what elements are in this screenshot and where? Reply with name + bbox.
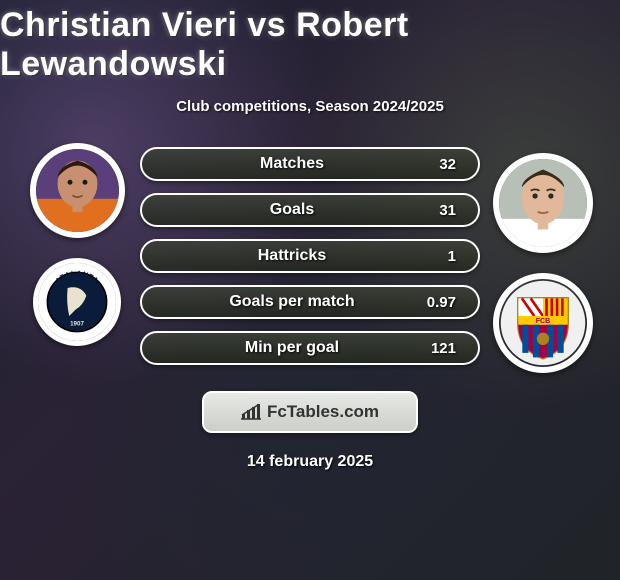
left-player-column: ATALANTA 1907 bbox=[22, 143, 132, 346]
stat-value: 32 bbox=[420, 156, 456, 173]
right-player-avatar bbox=[493, 153, 593, 253]
stat-label: Min per goal bbox=[164, 339, 420, 357]
right-player-column: FCB bbox=[488, 153, 598, 373]
stat-row-min-per-goal: Min per goal 121 bbox=[140, 331, 480, 365]
footer-brand-badge: FcTables.com bbox=[202, 391, 418, 433]
stat-row-hattricks: Hattricks 1 bbox=[140, 239, 480, 273]
left-player-avatar bbox=[30, 143, 125, 238]
player-face-icon bbox=[499, 159, 587, 247]
stat-value: 0.97 bbox=[420, 294, 456, 311]
page-title: Christian Vieri vs Robert Lewandowski bbox=[0, 6, 620, 84]
left-player-face bbox=[36, 149, 119, 232]
player-face-icon bbox=[36, 149, 119, 232]
stat-value: 1 bbox=[420, 248, 456, 265]
stat-value: 31 bbox=[420, 202, 456, 219]
footer-brand-text: FcTables.com bbox=[267, 402, 379, 422]
stat-value: 121 bbox=[420, 340, 456, 357]
comparison-row: ATALANTA 1907 Matches 32 Goals 31 Hattri… bbox=[0, 143, 620, 373]
right-club-crest: FCB bbox=[493, 273, 593, 373]
stats-column: Matches 32 Goals 31 Hattricks 1 Goals pe… bbox=[140, 147, 480, 365]
stat-row-matches: Matches 32 bbox=[140, 147, 480, 181]
barcelona-crest-icon: FCB bbox=[499, 279, 587, 367]
svg-text:FCB: FCB bbox=[536, 318, 550, 325]
right-player-face bbox=[499, 159, 587, 247]
left-club-crest: ATALANTA 1907 bbox=[33, 258, 121, 346]
subtitle: Club competitions, Season 2024/2025 bbox=[176, 98, 444, 115]
stat-row-goals: Goals 31 bbox=[140, 193, 480, 227]
atalanta-crest-icon: ATALANTA 1907 bbox=[38, 263, 116, 341]
footer-date: 14 february 2025 bbox=[247, 453, 373, 471]
svg-text:1907: 1907 bbox=[70, 320, 84, 327]
stat-label: Goals bbox=[164, 201, 420, 219]
stat-label: Hattricks bbox=[164, 247, 420, 265]
stat-label: Goals per match bbox=[164, 293, 420, 311]
stat-label: Matches bbox=[164, 155, 420, 173]
infographic-content: Christian Vieri vs Robert Lewandowski Cl… bbox=[0, 0, 620, 580]
stat-row-goals-per-match: Goals per match 0.97 bbox=[140, 285, 480, 319]
bar-chart-icon bbox=[241, 404, 261, 420]
